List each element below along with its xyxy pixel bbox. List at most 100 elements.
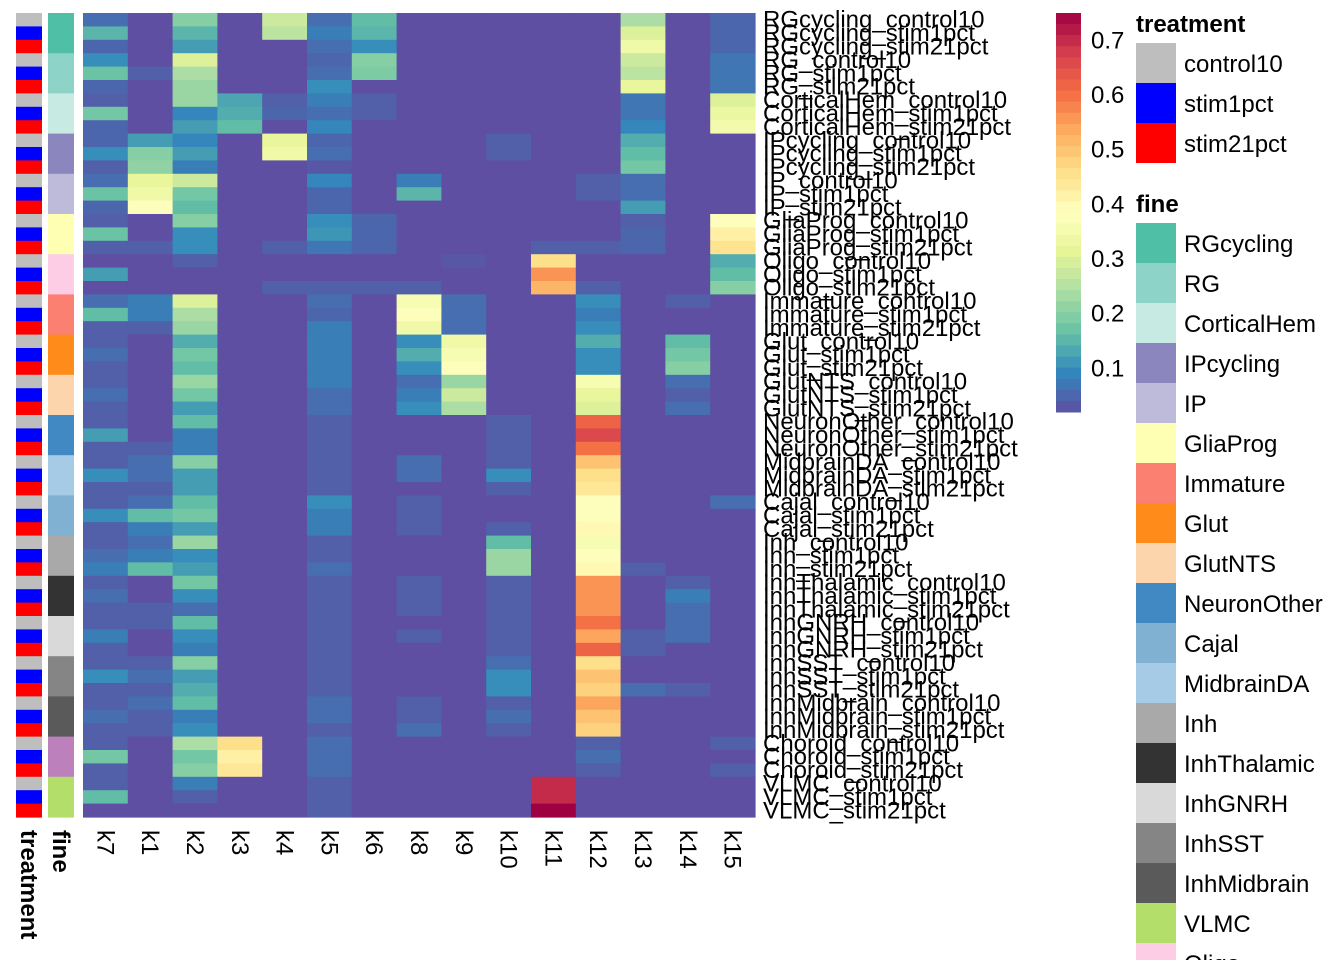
heatmap-cell bbox=[396, 441, 442, 456]
colorbar-tick-label: 0.7 bbox=[1091, 27, 1124, 54]
heatmap-cell bbox=[620, 200, 666, 215]
heatmap-cell bbox=[441, 147, 487, 161]
heatmap-cell bbox=[620, 736, 666, 751]
heatmap-cell bbox=[396, 147, 442, 161]
row-label: NeuronOther_stim21pct bbox=[763, 436, 1018, 463]
heatmap-cell bbox=[665, 66, 711, 81]
heatmap-cell bbox=[172, 750, 218, 764]
heatmap-cell bbox=[575, 709, 622, 724]
row-label: VLMC_stim1pct bbox=[763, 784, 933, 811]
heatmap-cell bbox=[396, 736, 442, 751]
heatmap-cell bbox=[620, 602, 666, 617]
row-label: RGcycling_stim1pct bbox=[763, 20, 975, 47]
fine-annotation-title: fine bbox=[47, 830, 74, 873]
heatmap-cell bbox=[262, 522, 308, 537]
heatmap-cell bbox=[217, 214, 263, 228]
heatmap-cell bbox=[127, 348, 174, 362]
treatment-annotation-cell bbox=[16, 281, 42, 295]
row-label: InhGNRH_control10 bbox=[763, 610, 979, 637]
heatmap-cell bbox=[486, 254, 532, 269]
heatmap-cell bbox=[441, 334, 487, 349]
heatmap-cells bbox=[83, 13, 756, 818]
treatment-annotation-bar bbox=[16, 13, 42, 818]
heatmap-cell bbox=[351, 482, 398, 496]
fine-legend-swatch bbox=[1136, 663, 1176, 703]
heatmap-cell bbox=[710, 535, 756, 550]
heatmap-cell bbox=[172, 709, 218, 724]
heatmap-cell bbox=[441, 80, 487, 94]
treatment-annotation-cell bbox=[16, 656, 42, 671]
heatmap-cell bbox=[531, 348, 577, 362]
heatmap-cell bbox=[486, 629, 532, 644]
heatmap-cell bbox=[531, 200, 577, 215]
heatmap-cell bbox=[307, 415, 353, 429]
row-label: IP_stim21pct bbox=[763, 194, 902, 221]
row-label: RGcycling_control10 bbox=[763, 7, 984, 34]
fine-annotation-cell bbox=[48, 401, 74, 416]
treatment-legend: treatment control10 stim1pct stim21pct bbox=[1136, 11, 1287, 163]
fine-annotation-cell bbox=[48, 93, 74, 108]
fine-annotation-cell bbox=[48, 562, 74, 577]
heatmap-cell bbox=[217, 415, 263, 429]
heatmap-cell bbox=[620, 267, 666, 282]
heatmap-cell bbox=[441, 455, 487, 470]
heatmap-cell bbox=[575, 656, 622, 671]
heatmap-cell bbox=[575, 26, 622, 41]
heatmap-cell bbox=[710, 776, 756, 791]
heatmap-cell bbox=[710, 696, 756, 711]
heatmap-cell bbox=[262, 147, 308, 161]
fine-annotation-cell bbox=[48, 696, 74, 711]
column-label: k4 bbox=[271, 830, 298, 855]
heatmap-cell bbox=[441, 254, 487, 269]
heatmap-cell bbox=[396, 750, 442, 764]
colorbar-tick-label: 0.3 bbox=[1091, 246, 1124, 273]
heatmap-cell bbox=[710, 388, 756, 403]
heatmap-cell bbox=[172, 415, 218, 429]
heatmap-cell bbox=[620, 803, 666, 818]
fine-annotation-cell bbox=[48, 160, 74, 175]
heatmap-cell bbox=[531, 562, 577, 577]
heatmap-cell bbox=[665, 227, 711, 242]
heatmap-cell bbox=[710, 334, 756, 349]
heatmap-cell bbox=[351, 736, 398, 751]
heatmap-cell bbox=[665, 334, 711, 349]
heatmap-cell bbox=[531, 106, 577, 121]
fine-annotation-cell bbox=[48, 388, 74, 403]
heatmap-cell bbox=[127, 93, 174, 108]
heatmap-cell bbox=[486, 602, 532, 617]
fine-annotation-cell bbox=[48, 254, 74, 269]
heatmap-cell bbox=[486, 53, 532, 68]
heatmap-cell bbox=[83, 133, 129, 148]
heatmap-cell bbox=[83, 642, 129, 657]
heatmap-cell bbox=[441, 348, 487, 362]
heatmap-cell bbox=[262, 763, 308, 778]
fine-annotation-cell bbox=[48, 348, 74, 362]
heatmap-cell bbox=[217, 267, 263, 282]
heatmap-cell bbox=[127, 428, 174, 443]
heatmap-cell bbox=[486, 763, 532, 778]
heatmap-cell bbox=[351, 254, 398, 269]
fine-annotation-cell bbox=[48, 120, 74, 135]
heatmap-cell bbox=[262, 629, 308, 644]
heatmap-cell bbox=[665, 93, 711, 108]
heatmap-cell bbox=[531, 401, 577, 416]
row-label: MidbrainDA_stim21pct bbox=[763, 476, 1005, 503]
heatmap-cell bbox=[307, 575, 353, 590]
heatmap-cell bbox=[620, 455, 666, 470]
heatmap-cell bbox=[351, 401, 398, 416]
fine-legend-swatch bbox=[1136, 783, 1176, 823]
treatment-legend-swatch bbox=[1136, 83, 1176, 123]
heatmap-cell bbox=[172, 562, 218, 577]
treatment-annotation-cell bbox=[16, 750, 42, 764]
heatmap-cell bbox=[486, 187, 532, 202]
heatmap-cell bbox=[396, 642, 442, 657]
column-label: k7 bbox=[91, 830, 118, 855]
heatmap-cell bbox=[710, 39, 756, 54]
heatmap-cell bbox=[665, 616, 711, 630]
row-label: CorticalHem_stim1pct bbox=[763, 101, 998, 128]
colorbar-step bbox=[1056, 212, 1081, 225]
heatmap-cell bbox=[531, 321, 577, 336]
heatmap-cell bbox=[351, 602, 398, 617]
heatmap-cell bbox=[127, 629, 174, 644]
heatmap-cell bbox=[396, 361, 442, 376]
